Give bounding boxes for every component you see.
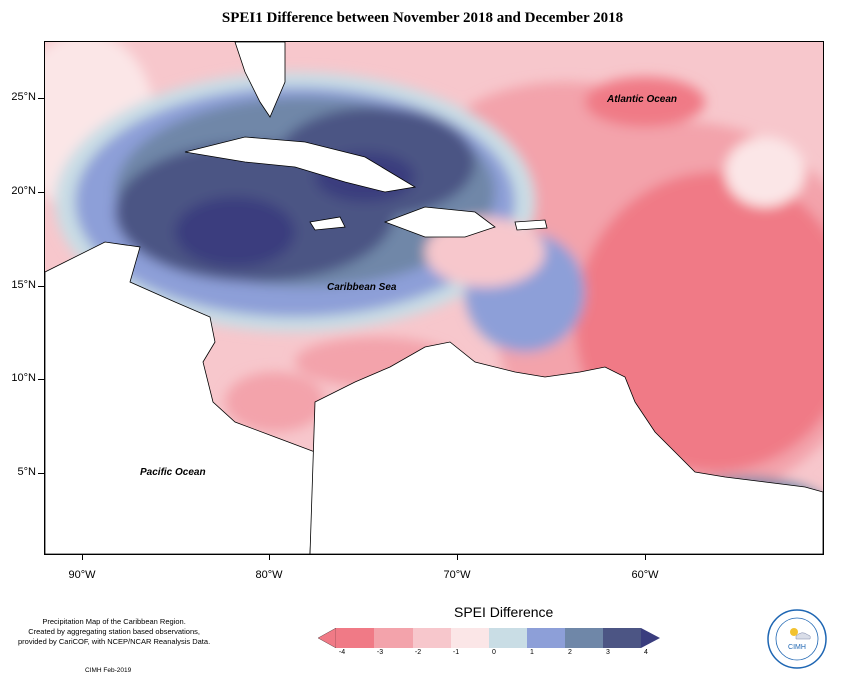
cuba: [184, 136, 417, 193]
legend-bin: [374, 628, 413, 648]
lat-tick-mark: [38, 379, 44, 380]
lon-tick-label: 80°W: [255, 569, 283, 581]
caribbean-sea-label: Caribbean Sea: [327, 282, 397, 293]
lon-tick-mark: [457, 554, 458, 560]
lat-tick-mark: [38, 286, 44, 287]
florida: [234, 42, 286, 118]
lat-tick-mark: [38, 473, 44, 474]
lon-tick-mark: [645, 554, 646, 560]
lat-tick-mark: [38, 192, 44, 193]
lat-tick-label: 5°N: [17, 466, 36, 478]
puerto-rico: [514, 219, 548, 231]
legend-bin: [489, 628, 527, 648]
south-america: [309, 341, 823, 554]
legend-tick: -3: [376, 649, 384, 656]
cloud-icon: [795, 632, 811, 640]
legend-bin: [451, 628, 489, 648]
lat-tick-label: 10°N: [11, 372, 36, 384]
cimh-logo: CIMH: [767, 609, 827, 669]
legend-tick: -4: [338, 649, 346, 656]
legend-tick: 4: [644, 649, 648, 656]
lat-tick-label: 15°N: [11, 279, 36, 291]
logo-text: CIMH: [788, 644, 806, 651]
sun-icon: [790, 628, 798, 636]
legend-bin: [413, 628, 451, 648]
legend-tick: -2: [414, 649, 422, 656]
legend-tick: 1: [530, 649, 534, 656]
atlantic-ocean-label: Atlantic Ocean: [607, 94, 678, 105]
pacific-ocean-label: Pacific Ocean: [140, 467, 206, 478]
map-title: SPEI1 Difference between November 2018 a…: [221, 10, 624, 26]
legend-colorbar: [318, 628, 660, 648]
footer-note: Precipitation Map of the Caribbean Regio…: [18, 617, 210, 647]
land-outlines: [45, 42, 823, 554]
jamaica: [309, 216, 346, 231]
legend-title: SPEI Difference: [454, 604, 554, 620]
footer-line: Precipitation Map of the Caribbean Regio…: [42, 617, 186, 626]
legend-tick: 2: [568, 649, 572, 656]
legend-tick: 3: [606, 649, 610, 656]
legend-tick: 0: [492, 649, 496, 656]
lon-tick-label: 70°W: [443, 569, 471, 581]
spei-map: [45, 42, 823, 554]
lon-tick-mark: [82, 554, 83, 560]
footer-line: provided by CariCOF, with NCEP/NCAR Rean…: [18, 637, 211, 646]
legend-bin: [565, 628, 603, 648]
legend-bin: [336, 628, 374, 648]
lat-tick-mark: [38, 98, 44, 99]
lat-tick-label: 20°N: [11, 185, 36, 197]
lon-tick-label: 90°W: [68, 569, 96, 581]
legend-tick: -1: [452, 649, 460, 656]
legend-bin: [603, 628, 641, 648]
lat-tick-label: 25°N: [11, 91, 36, 103]
map-panel: [44, 41, 824, 555]
legend-bin: [641, 628, 660, 648]
lon-tick-mark: [269, 554, 270, 560]
lon-tick-label: 60°W: [631, 569, 659, 581]
legend-bin: [527, 628, 565, 648]
legend-bin: [318, 628, 337, 648]
credit-text: CIMH Feb-2019: [85, 667, 132, 674]
hispaniola: [383, 206, 496, 238]
footer-line: Created by aggregating station based obs…: [28, 627, 200, 636]
